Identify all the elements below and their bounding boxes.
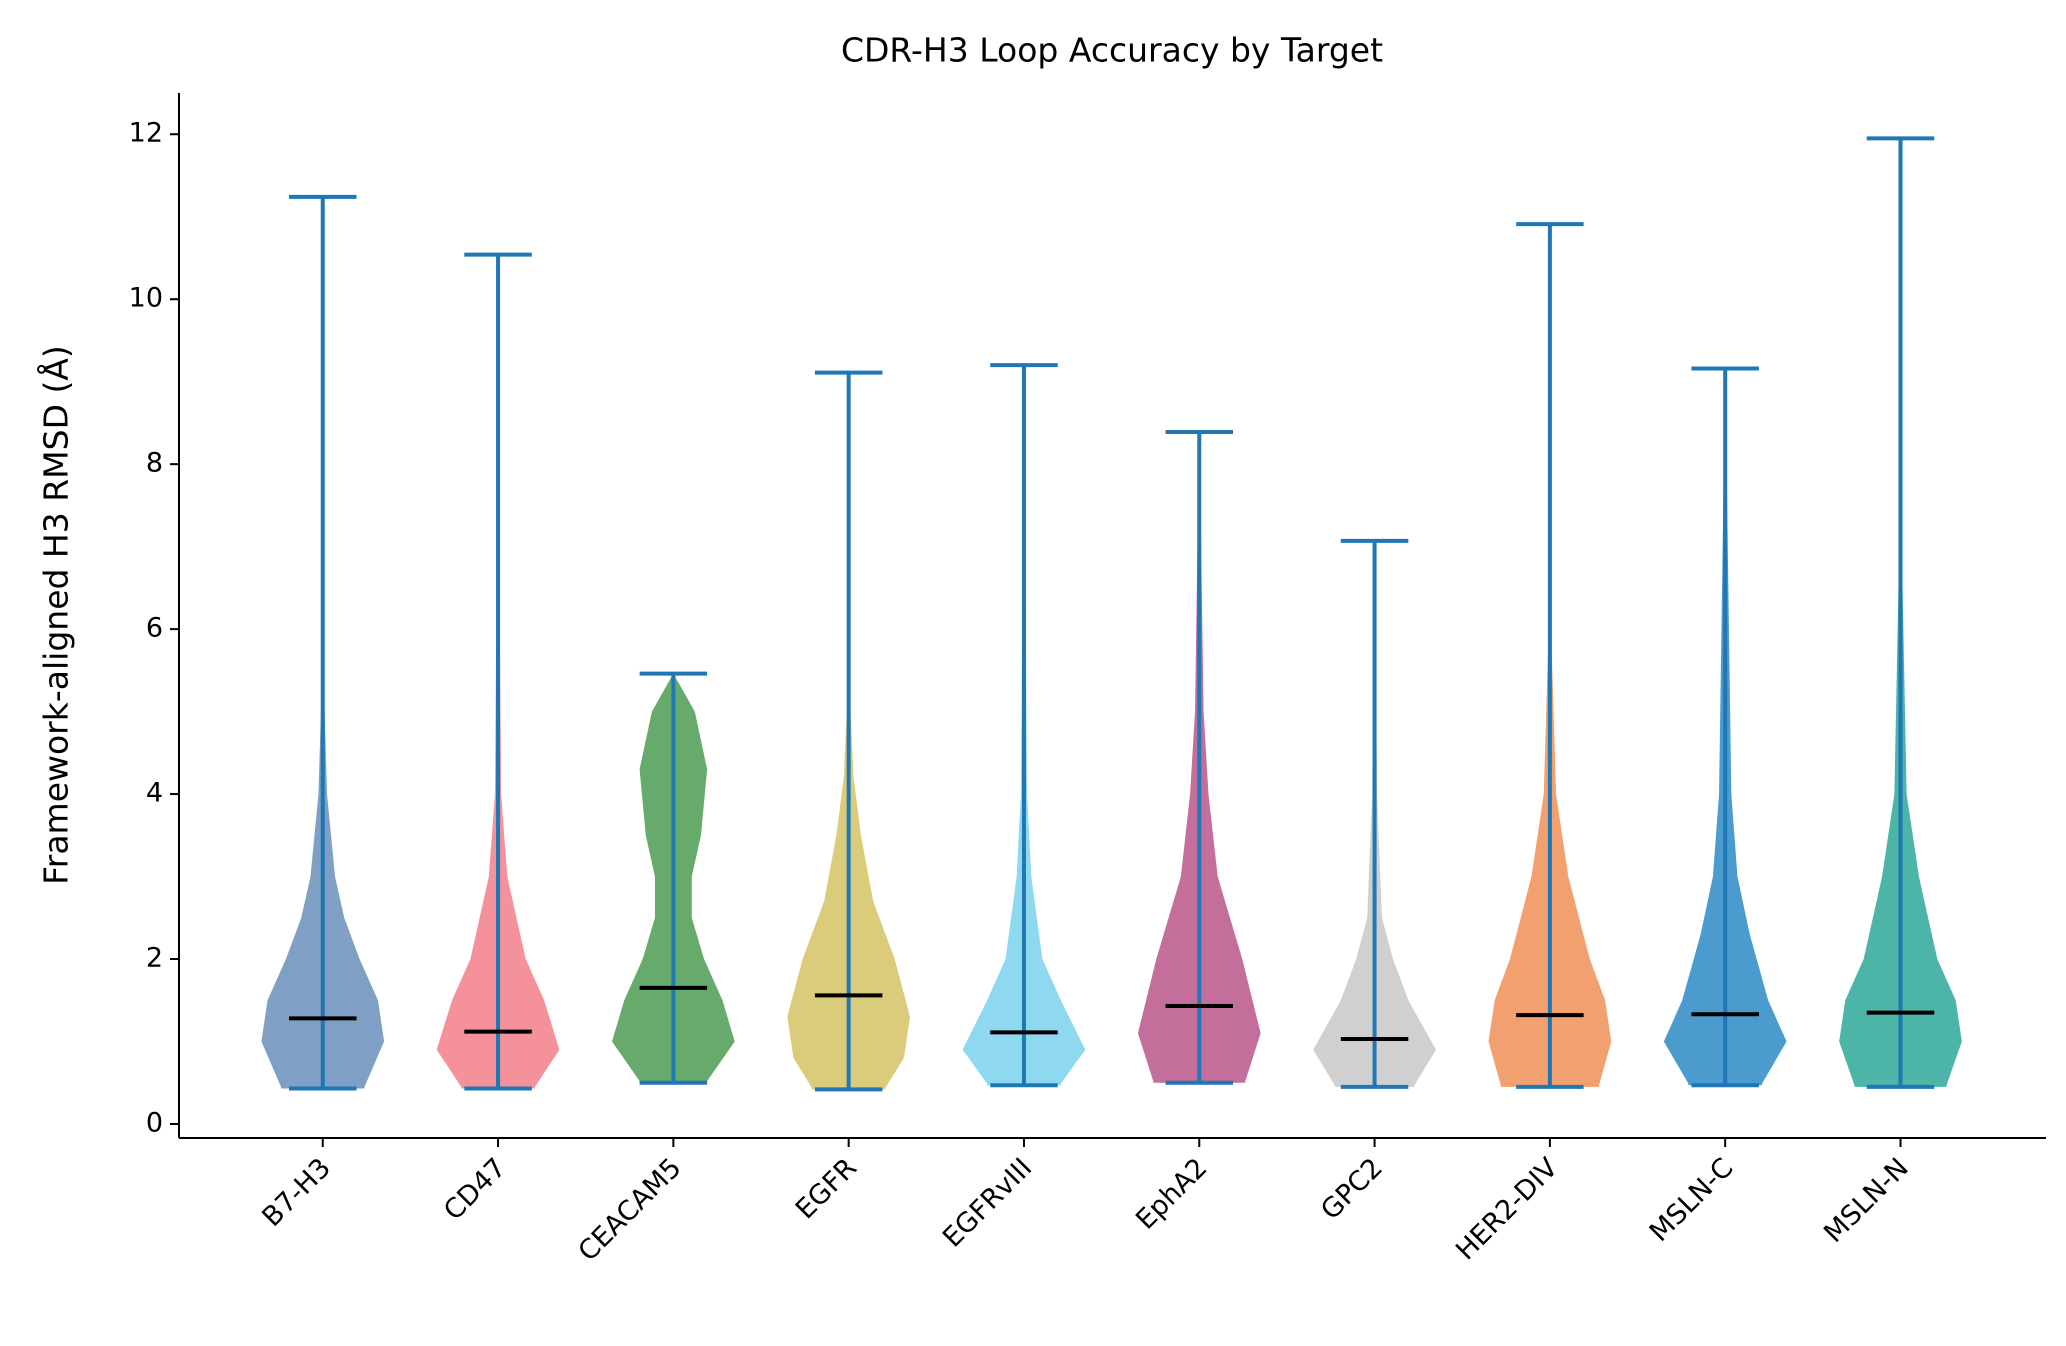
x-tick-label: CD47	[438, 1152, 512, 1226]
y-tick-label: 12	[129, 118, 163, 149]
y-tick-label: 8	[146, 448, 163, 479]
chart-title: CDR-H3 Loop Accuracy by Target	[841, 31, 1383, 70]
x-tick-label: MSLN-N	[1818, 1152, 1915, 1249]
y-tick-label: 4	[146, 778, 163, 809]
y-tick-label: 0	[146, 1107, 163, 1138]
y-tick-label: 2	[146, 943, 163, 974]
x-tick-label: MSLN-C	[1644, 1152, 1740, 1248]
y-tick-label: 10	[129, 283, 163, 314]
x-tick-label: B7-H3	[256, 1152, 337, 1233]
y-axis-label: Framework-aligned H3 RMSD (Å)	[36, 345, 76, 885]
x-tick-label: GPC2	[1315, 1152, 1389, 1226]
y-tick-label: 6	[146, 613, 163, 644]
x-tick-label: HER2-DIV	[1450, 1152, 1564, 1266]
x-tick-label: EGFR	[790, 1152, 863, 1225]
x-tick-label: EGFRvIII	[937, 1152, 1038, 1253]
x-tick-label: CEACAM5	[573, 1152, 688, 1267]
x-tick-label: EphA2	[1130, 1152, 1213, 1235]
